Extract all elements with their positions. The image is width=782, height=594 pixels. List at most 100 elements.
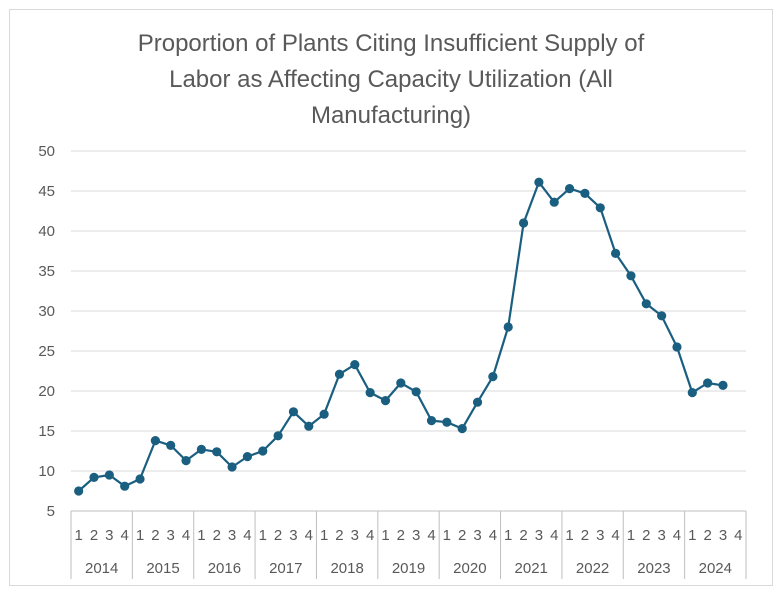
x-tick-year-label: 2017 xyxy=(269,560,302,577)
data-point xyxy=(580,188,590,198)
data-point xyxy=(472,397,483,407)
x-tick-quarter-label: 3 xyxy=(167,527,175,544)
x-tick-year-label: 2016 xyxy=(208,560,241,577)
data-point xyxy=(273,431,283,441)
x-tick-quarter-label: 2 xyxy=(335,527,343,544)
y-tick-label: 20 xyxy=(38,383,55,400)
chart-title-line-3: Manufacturing) xyxy=(310,102,472,129)
data-point xyxy=(166,440,176,450)
x-tick-quarter-label: 1 xyxy=(381,527,389,544)
x-tick-quarter-label: 4 xyxy=(182,527,190,544)
data-point xyxy=(120,481,130,491)
x-tick-year-label: 2015 xyxy=(146,560,179,577)
x-tick-quarter-label: 2 xyxy=(274,527,282,544)
data-point xyxy=(135,474,145,484)
x-tick-quarter-label: 3 xyxy=(412,527,420,544)
series-line xyxy=(77,181,724,492)
x-tick-quarter-label: 3 xyxy=(228,527,236,544)
y-tick-label: 10 xyxy=(38,463,55,480)
y-tick-label: 45 xyxy=(38,183,55,200)
data-point xyxy=(89,472,99,482)
data-point xyxy=(457,424,467,434)
x-tick-quarter-label: 3 xyxy=(719,527,727,544)
data-point xyxy=(150,436,160,446)
x-tick-quarter-label: 1 xyxy=(197,527,205,544)
y-tick-label: 50 xyxy=(38,143,55,160)
x-tick-quarter-label: 1 xyxy=(259,527,267,544)
x-tick-year-label: 2019 xyxy=(392,560,425,577)
x-tick-quarter-label: 4 xyxy=(489,527,497,544)
data-point xyxy=(396,378,406,388)
x-tick-quarter-label: 1 xyxy=(565,527,573,544)
data-point xyxy=(212,447,222,457)
data-point xyxy=(411,387,421,397)
x-tick-year-label: 2022 xyxy=(576,560,609,577)
x-tick-quarter-label: 3 xyxy=(351,527,359,544)
x-tick-quarter-label: 4 xyxy=(550,527,558,544)
x-tick-quarter-label: 1 xyxy=(136,527,144,544)
data-point xyxy=(350,360,360,370)
data-point xyxy=(703,378,713,388)
data-point xyxy=(426,416,437,426)
x-tick-quarter-label: 2 xyxy=(397,527,405,544)
data-point xyxy=(74,486,84,496)
x-tick-quarter-label: 2 xyxy=(458,527,466,544)
y-axis: 5 10 15 20 25 30 35 40 45 50 xyxy=(38,143,55,520)
y-tick-label: 35 xyxy=(38,263,55,280)
data-point xyxy=(672,342,682,352)
y-tick-label: 5 xyxy=(47,503,55,520)
data-point xyxy=(503,322,513,332)
x-tick-quarter-label: 4 xyxy=(673,527,681,544)
data-point xyxy=(227,462,237,472)
x-tick-quarter-label: 4 xyxy=(243,527,251,544)
x-tick-quarter-label: 3 xyxy=(473,527,481,544)
data-point xyxy=(304,421,314,431)
x-tick-quarter-label: 2 xyxy=(519,527,527,544)
data-point xyxy=(626,271,636,281)
x-tick-quarter-label: 1 xyxy=(443,527,451,544)
data-point xyxy=(488,372,498,382)
x-tick-year-label: 2023 xyxy=(637,560,670,577)
x-tick-quarter-label: 4 xyxy=(366,527,374,544)
data-point xyxy=(549,197,559,207)
x-tick-quarter-label: 3 xyxy=(657,527,665,544)
y-tick-label: 30 xyxy=(38,303,55,320)
chart-frame xyxy=(9,9,773,586)
x-tick-quarter-label: 2 xyxy=(213,527,221,544)
data-point xyxy=(611,248,621,258)
chart-title-line-1: Proportion of Plants Citing Insufficient… xyxy=(137,30,645,57)
y-tick-label: 25 xyxy=(38,343,55,360)
y-tick-label: 15 xyxy=(38,423,55,440)
series-line-group xyxy=(74,177,728,496)
x-tick-quarter-label: 3 xyxy=(289,527,297,544)
x-tick-quarter-label: 3 xyxy=(105,527,113,544)
data-point xyxy=(288,407,299,417)
x-tick-quarter-label: 1 xyxy=(74,527,82,544)
x-tick-year-label: 2014 xyxy=(85,560,118,577)
data-point xyxy=(641,299,651,309)
x-tick-quarter-label: 1 xyxy=(688,527,696,544)
x-tick-quarter-label: 2 xyxy=(642,527,650,544)
x-tick-quarter-label: 3 xyxy=(535,527,543,544)
data-point xyxy=(365,388,375,398)
x-tick-quarter-label: 4 xyxy=(427,527,435,544)
data-point xyxy=(104,470,114,480)
data-point xyxy=(657,311,667,321)
x-tick-quarter-label: 4 xyxy=(611,527,619,544)
data-point xyxy=(196,444,206,454)
data-point xyxy=(181,456,191,466)
x-tick-quarter-label: 1 xyxy=(320,527,328,544)
chart-title: Proportion of Plants Citing Insufficient… xyxy=(0,26,782,134)
data-point xyxy=(242,452,253,462)
data-point xyxy=(518,218,529,228)
x-tick-quarter-label: 4 xyxy=(305,527,313,544)
x-tick-quarter-label: 4 xyxy=(734,527,742,544)
data-point xyxy=(564,184,575,194)
x-tick-quarter-label: 2 xyxy=(581,527,589,544)
gridlines xyxy=(71,150,746,472)
x-tick-quarter-label: 4 xyxy=(121,527,129,544)
data-point xyxy=(442,417,452,427)
data-point xyxy=(687,388,697,398)
